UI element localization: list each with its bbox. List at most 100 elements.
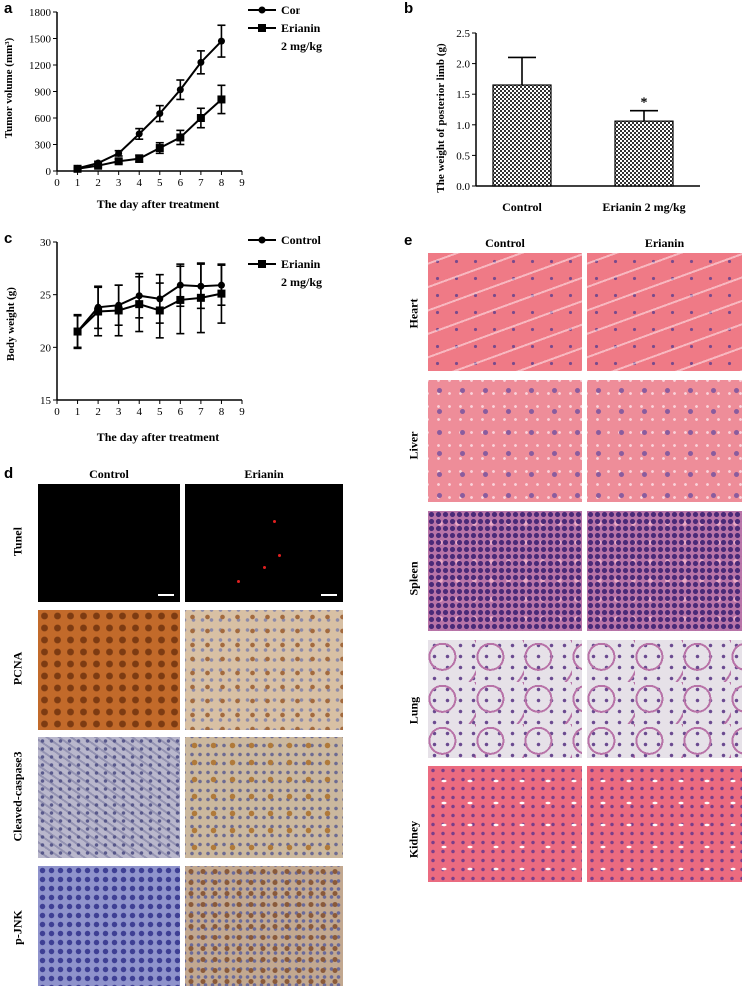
x-tick-label: 9 xyxy=(239,406,245,418)
bar xyxy=(492,84,552,187)
data-point xyxy=(94,307,103,316)
tunel-erianin-image xyxy=(185,484,343,602)
lung-control-image xyxy=(428,640,582,758)
y-tick-label: 25 xyxy=(40,290,52,302)
x-tick-label: 5 xyxy=(157,406,163,418)
x-tick-label: 7 xyxy=(198,406,204,418)
significance-annotation: * xyxy=(641,96,648,111)
x-tick-label: 2 xyxy=(95,177,101,189)
data-point xyxy=(176,295,185,304)
tumor-volume-legend: Erianin 2 mg/kg xyxy=(248,22,322,53)
y-tick-label: 2.0 xyxy=(456,59,470,71)
limb-weight-chart: The weight of posterior limb (g) 0.0 0.5 1… xyxy=(435,28,700,214)
caspase3-erianin-image xyxy=(185,737,343,858)
tunel-control-image xyxy=(38,484,180,602)
x-tick-label: 3 xyxy=(116,177,122,189)
y-tick-label: 30 xyxy=(40,237,52,249)
body-weight-chart: Body weight (g) The day after treatment … xyxy=(5,233,322,444)
x-tick-label: 2 xyxy=(95,406,101,418)
x-tick-label: 6 xyxy=(178,177,184,189)
data-point xyxy=(155,306,164,315)
bar xyxy=(614,120,674,187)
panel-e-row-heart: Heart xyxy=(406,298,421,329)
y-tick-label: 900 xyxy=(35,87,52,99)
x-tick-label: 3 xyxy=(116,406,122,418)
data-point xyxy=(176,133,185,142)
x-tick-label: 9 xyxy=(239,177,245,189)
x-tick-label: 7 xyxy=(198,177,204,189)
heart-erianin-image xyxy=(587,253,742,371)
x-tick-label: 8 xyxy=(219,177,225,189)
panel-d-col-erianin: Erianin xyxy=(244,467,284,481)
data-point xyxy=(73,327,82,336)
kidney-erianin-image xyxy=(587,766,742,882)
y-axis-label: Body weight (g) xyxy=(5,287,17,361)
x-tick-label: 8 xyxy=(219,406,225,418)
liver-erianin-image xyxy=(587,380,742,502)
y-tick-label: 1.5 xyxy=(456,89,470,101)
legend-erianin: Erianin xyxy=(281,257,321,271)
panel-e-col-erianin: Erianin xyxy=(644,236,685,250)
spleen-control-image xyxy=(428,511,582,631)
spleen-erianin-image xyxy=(587,511,742,631)
data-point xyxy=(155,144,164,153)
y-tick-label: 1800 xyxy=(29,7,52,19)
y-tick-label: 600 xyxy=(35,113,52,125)
tumor-volume-chart: Tumor volume (mm³) The day after treatme… xyxy=(3,3,300,211)
heart-control-image xyxy=(428,253,582,371)
y-tick-label: 0.5 xyxy=(456,150,470,162)
y-axis-label: Tumor volume (mm³) xyxy=(3,37,15,138)
legend-erianin-dose: 2 mg/kg xyxy=(281,275,322,289)
pjnk-control-image xyxy=(38,866,180,986)
y-tick-label: 20 xyxy=(40,342,52,354)
panel-e-row-spleen: Spleen xyxy=(406,561,421,596)
panel-letter-c: c xyxy=(4,230,13,247)
data-point xyxy=(217,37,225,45)
series-line xyxy=(77,98,223,170)
data-point xyxy=(217,95,226,104)
panel-e-col-control: Control xyxy=(485,236,525,250)
data-point xyxy=(176,86,184,94)
panel-d-row-caspase3: Cleaved-caspase3 xyxy=(10,751,25,842)
liver-control-image xyxy=(428,380,582,502)
legend-erianin: Erianin xyxy=(281,22,321,35)
y-tick-label: 1.0 xyxy=(456,120,470,132)
data-point xyxy=(94,161,103,170)
x-tick-label: 1 xyxy=(75,406,81,418)
data-point xyxy=(156,110,164,118)
y-tick-label: 0 xyxy=(46,166,52,178)
data-point xyxy=(115,149,123,157)
panel-d-row-pjnk: p-JNK xyxy=(10,910,25,945)
x-tick-label: 4 xyxy=(136,177,142,189)
pcna-erianin-image xyxy=(185,610,343,730)
panel-letter-d: d xyxy=(4,465,14,482)
y-tick-label: 2.5 xyxy=(456,28,470,40)
lung-erianin-image xyxy=(587,640,742,758)
x-axis-label: The day after treatment xyxy=(97,430,220,444)
panel-letter-e: e xyxy=(404,232,413,249)
data-point xyxy=(197,58,205,66)
panel-letter-b: b xyxy=(404,0,414,17)
category-label: Control xyxy=(502,200,542,214)
pjnk-erianin-image xyxy=(185,866,343,986)
panel-d-row-tunel: Tunel xyxy=(10,527,25,556)
x-tick-label: 0 xyxy=(54,177,60,189)
data-point xyxy=(135,300,144,309)
y-tick-label: 1500 xyxy=(29,34,52,46)
x-tick-label: 4 xyxy=(136,406,142,418)
panel-d-row-pcna: PCNA xyxy=(10,651,25,686)
category-label: Erianin 2 mg/kg xyxy=(602,200,685,214)
y-tick-label: 1200 xyxy=(29,60,52,72)
pcna-control-image xyxy=(38,610,180,730)
y-axis-label: The weight of posterior limb (g) xyxy=(435,43,447,193)
caspase3-control-image xyxy=(38,737,180,858)
x-tick-label: 6 xyxy=(178,406,184,418)
y-tick-label: 15 xyxy=(40,395,52,407)
data-point xyxy=(196,114,205,122)
x-tick-label: 0 xyxy=(54,406,60,418)
data-point xyxy=(196,293,205,302)
data-point xyxy=(217,289,226,298)
x-tick-label: 5 xyxy=(157,177,163,189)
data-point xyxy=(114,157,123,166)
legend-control: Control xyxy=(281,233,321,247)
